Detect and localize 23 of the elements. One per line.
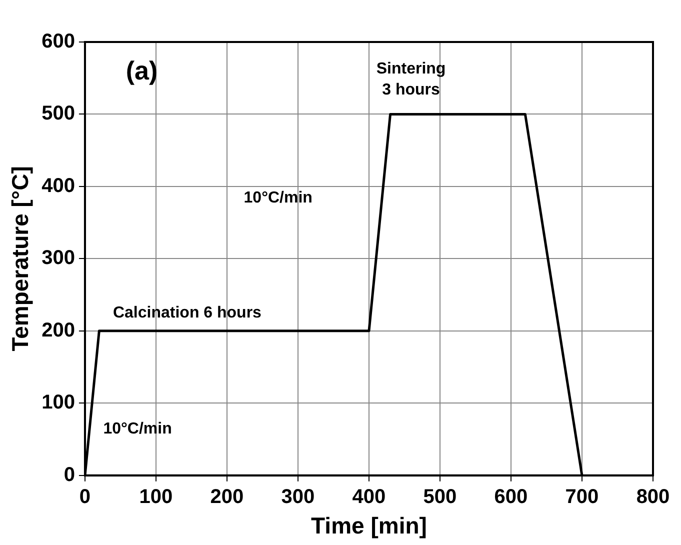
y-tick-label: 200 xyxy=(42,319,75,342)
x-tick-label: 400 xyxy=(352,486,386,508)
y-tick-label: 0 xyxy=(64,464,75,486)
annotation: 10°C/min xyxy=(103,420,172,438)
x-tick-label: 500 xyxy=(423,486,457,508)
annotation: 10°C/min xyxy=(244,189,312,206)
y-tick-label: 600 xyxy=(42,30,75,53)
x-axis-title: Time [min] xyxy=(311,512,427,539)
x-tick-label: 100 xyxy=(139,486,173,508)
y-axis-title: Temperature [°C] xyxy=(7,166,34,352)
y-tick-label: 400 xyxy=(42,174,75,197)
annotation: Calcination 6 hours xyxy=(112,304,262,322)
y-tick-label: 300 xyxy=(42,247,75,270)
annotation: (a) xyxy=(126,56,158,86)
y-tick-label: 500 xyxy=(42,102,75,125)
y-tick-label: 100 xyxy=(42,392,75,414)
x-tick-label: 0 xyxy=(79,486,91,508)
x-tick-label: 700 xyxy=(565,486,599,508)
annotation: Sintering 3 hours xyxy=(376,60,446,99)
x-tick-label: 300 xyxy=(281,486,315,508)
x-tick-label: 800 xyxy=(636,486,670,508)
x-tick-label: 200 xyxy=(210,486,244,508)
x-tick-label: 600 xyxy=(494,486,528,508)
